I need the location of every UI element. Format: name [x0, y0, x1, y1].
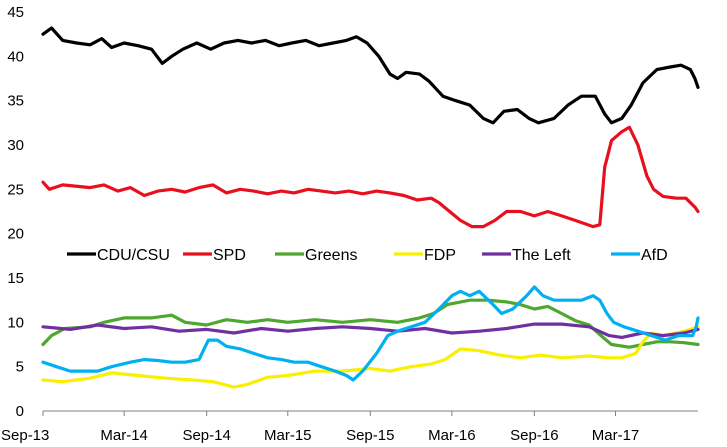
y-tick-label: 25	[7, 181, 24, 198]
y-tick-label: 20	[7, 226, 24, 243]
y-tick-label: 30	[7, 137, 24, 154]
series-line-afd	[41, 285, 700, 382]
series-lines	[41, 26, 700, 389]
y-axis-ticks: 0 5 10 15 20 25 30 35 40 45	[7, 4, 24, 420]
x-axis-ticks: Sep-13 Mar-14 Sep-14 Mar-15 Sep-15 Mar-16 Sep-…	[1, 411, 639, 444]
x-tick-label: Mar-17	[592, 427, 640, 444]
series-line-greens	[41, 298, 700, 349]
legend-label-the-left: The Left	[512, 247, 571, 264]
legend-label-afd: AfD	[641, 247, 668, 264]
legend-label-greens: Greens	[305, 247, 357, 264]
y-tick-label: 40	[7, 48, 24, 65]
y-tick-label: 10	[7, 314, 24, 331]
legend: CDU/CSU SPD Greens FDP The Left AfD	[67, 247, 668, 264]
y-tick-label: 45	[7, 4, 24, 21]
y-tick-label: 15	[7, 270, 24, 287]
x-tick-label: Sep-14	[182, 427, 230, 444]
series-line-fdp	[41, 325, 700, 389]
y-tick-label: 5	[16, 359, 24, 376]
x-tick-label: Mar-14	[100, 427, 148, 444]
x-tick-label: Mar-16	[428, 427, 476, 444]
legend-label-fdp: FDP	[424, 247, 456, 264]
x-tick-label: Sep-13	[1, 427, 49, 444]
x-tick-label: Mar-15	[264, 427, 312, 444]
legend-label-cdu-csu: CDU/CSU	[97, 247, 170, 264]
y-tick-label: 0	[16, 403, 24, 420]
y-tick-label: 35	[7, 93, 24, 110]
x-tick-label: Sep-15	[346, 427, 394, 444]
legend-label-spd: SPD	[213, 247, 246, 264]
series-line-spd	[41, 125, 700, 229]
series-line-cdu-csu	[41, 26, 700, 125]
x-tick-label: Sep-16	[510, 427, 558, 444]
